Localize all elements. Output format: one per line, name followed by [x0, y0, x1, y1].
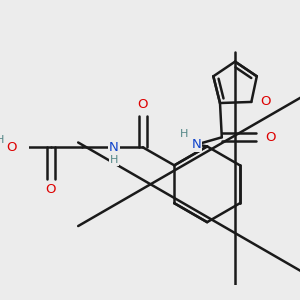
- Text: N: N: [109, 141, 119, 154]
- Text: N: N: [192, 138, 201, 151]
- Text: O: O: [260, 95, 271, 108]
- Text: O: O: [137, 98, 148, 111]
- Text: H: H: [110, 155, 118, 165]
- Text: O: O: [6, 141, 16, 154]
- Text: O: O: [46, 183, 56, 196]
- Text: H: H: [180, 129, 188, 139]
- Text: O: O: [265, 131, 276, 144]
- Text: H: H: [0, 135, 4, 145]
